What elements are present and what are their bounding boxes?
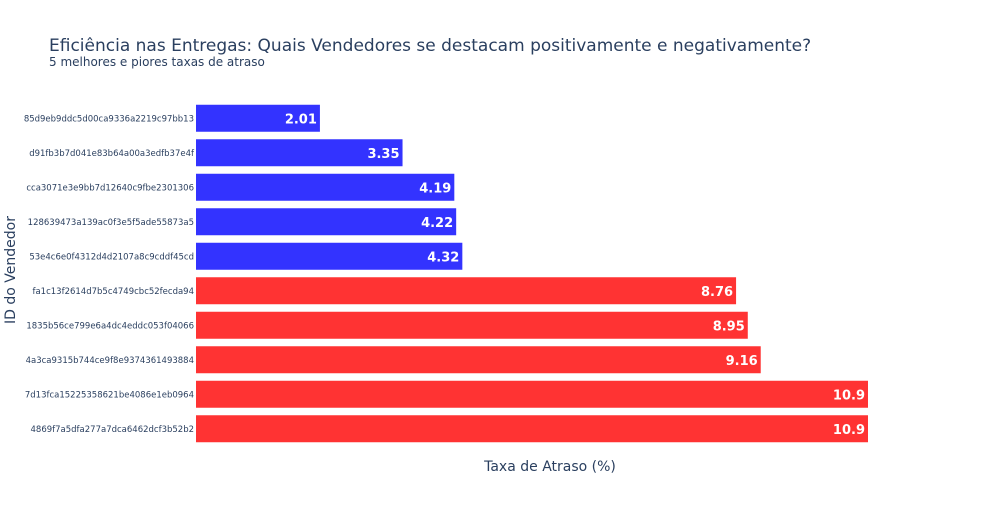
y-tick-label: fa1c13f2614d7b5c4749cbc52fecda94 <box>32 287 194 297</box>
bar-value-label: 10.9 <box>833 388 865 403</box>
bar-value-label: 8.95 <box>713 319 745 334</box>
y-tick-label: 4869f7a5dfa277a7dca6462dcf3b52b2 <box>31 425 194 435</box>
y-tick-label: 7d13fca15225358621be4086e1eb0964 <box>25 390 194 400</box>
y-axis-title: ID do Vendedor <box>3 216 19 324</box>
y-tick-label: 4a3ca9315b744ce9f8e9374361493884 <box>26 356 194 366</box>
bar-2[interactable] <box>196 139 403 167</box>
bar-1[interactable] <box>196 104 320 132</box>
bars-group: 2.01 85d9eb9ddc5d00ca9336a2219c97bb13 3.35… <box>24 104 868 443</box>
bar-value-label: 4.22 <box>421 216 453 231</box>
y-tick-label: d91fb3b7d041e83b64a00a3edfb37e4f <box>29 149 195 159</box>
bar-value-label: 4.19 <box>419 181 451 196</box>
chart-title: Eficiência nas Entregas: Quais Vendedore… <box>49 36 811 56</box>
y-tick-label: cca3071e3e9bb7d12640c9fbe2301306 <box>26 183 194 193</box>
bar-3[interactable] <box>196 173 455 201</box>
bar-value-label: 3.35 <box>367 147 399 162</box>
y-tick-label: 85d9eb9ddc5d00ca9336a2219c97bb13 <box>24 114 194 124</box>
bar-5[interactable] <box>196 242 463 270</box>
bar-8[interactable] <box>196 346 761 374</box>
chart-subtitle: 5 melhores e piores taxas de atraso <box>49 55 265 69</box>
bar-4[interactable] <box>196 208 457 236</box>
bar-value-label: 9.16 <box>726 354 758 369</box>
y-tick-label: 1835b56ce799e6a4dc4eddc053f04066 <box>26 321 194 331</box>
bar-10[interactable] <box>196 415 868 443</box>
bar-value-label: 10.9 <box>833 423 865 438</box>
bar-9[interactable] <box>196 380 868 408</box>
bar-value-label: 2.01 <box>285 112 317 127</box>
bar-value-label: 4.32 <box>427 250 459 265</box>
y-tick-label: 53e4c6e0f4312d4d2107a8c9cddf45cd <box>29 252 194 262</box>
bar-value-label: 8.76 <box>701 285 733 300</box>
bar-7[interactable] <box>196 311 748 339</box>
bar-6[interactable] <box>196 277 737 305</box>
x-axis-title: Taxa de Atraso (%) <box>483 459 616 475</box>
y-tick-label: 128639473a139ac0f3e5f5ade55873a5 <box>28 218 194 228</box>
